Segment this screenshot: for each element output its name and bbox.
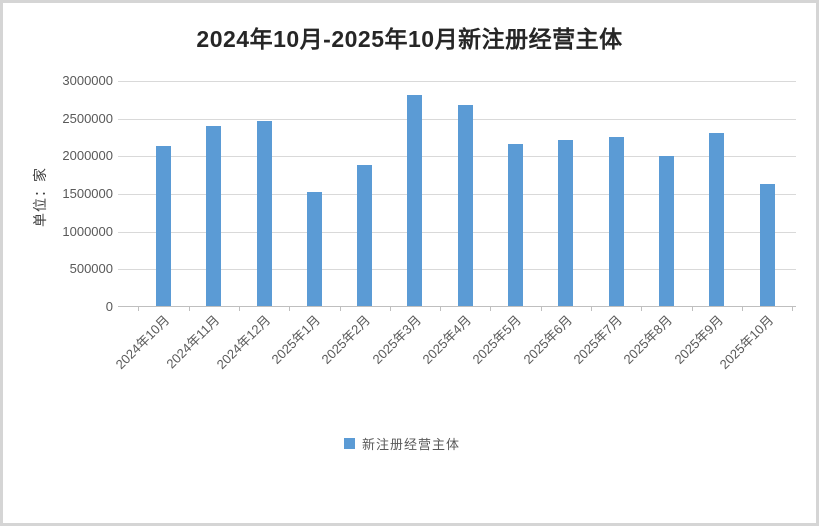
bar	[558, 139, 574, 306]
bar	[608, 137, 624, 306]
y-tick-label: 500000	[69, 261, 113, 277]
bar	[306, 191, 322, 306]
axis-tick	[641, 307, 643, 311]
axis-tick	[389, 307, 391, 311]
bar	[407, 95, 423, 306]
legend-label: 新注册经营主体	[362, 437, 461, 452]
axis-tick	[138, 307, 140, 311]
y-tick-label: 1000000	[62, 223, 113, 239]
x-tick-label: 2025年2月	[319, 312, 374, 367]
legend-swatch-icon	[344, 438, 355, 449]
axis-tick	[339, 307, 341, 311]
plot-area	[118, 81, 796, 311]
gridline	[118, 231, 796, 233]
x-tick-label: 2025年1月	[268, 312, 324, 367]
x-tick-label: 2025年6月	[520, 312, 575, 367]
x-tick-label: 2025年7月	[570, 312, 626, 367]
gridline	[118, 156, 796, 158]
bar	[508, 144, 523, 306]
y-tick-label: 2000000	[62, 148, 113, 164]
bar	[206, 126, 222, 306]
axis-tick	[188, 307, 190, 311]
axis-tick	[540, 307, 542, 311]
bar	[709, 132, 725, 306]
gridline	[118, 194, 796, 195]
gridline	[118, 118, 796, 120]
legend: 新注册经营主体	[344, 434, 460, 453]
gridline	[118, 269, 796, 271]
axis-tick	[792, 307, 794, 311]
axis-tick	[591, 307, 592, 311]
axis-tick	[289, 307, 291, 311]
y-tick-label: 1500000	[62, 186, 113, 201]
axis-tick	[490, 307, 492, 311]
x-tick-label: 2025年4月	[419, 312, 475, 367]
x-tick-label: 2025年3月	[369, 312, 424, 367]
axis-tick	[691, 307, 693, 311]
bar	[759, 184, 775, 306]
axis-tick	[741, 307, 743, 311]
x-tick-label: 2024年12月	[213, 312, 273, 373]
gridline	[118, 81, 796, 82]
chart-title: 2024年10月-2025年10月新注册经营主体	[196, 26, 623, 52]
bar	[156, 146, 171, 306]
bar	[357, 165, 373, 306]
y-tick-label: 3000000	[62, 73, 113, 88]
bar	[659, 156, 674, 306]
x-tick-label: 2025年5月	[469, 312, 525, 367]
axis-tick	[238, 307, 240, 311]
y-tick-label: 2500000	[62, 110, 113, 126]
y-tick-label: 0	[105, 299, 113, 314]
x-tick-label: 2025年8月	[620, 312, 676, 367]
bar	[256, 121, 272, 306]
bar	[457, 104, 473, 306]
x-tick-label: 2024年10月	[112, 312, 173, 373]
axis-tick	[440, 307, 442, 311]
